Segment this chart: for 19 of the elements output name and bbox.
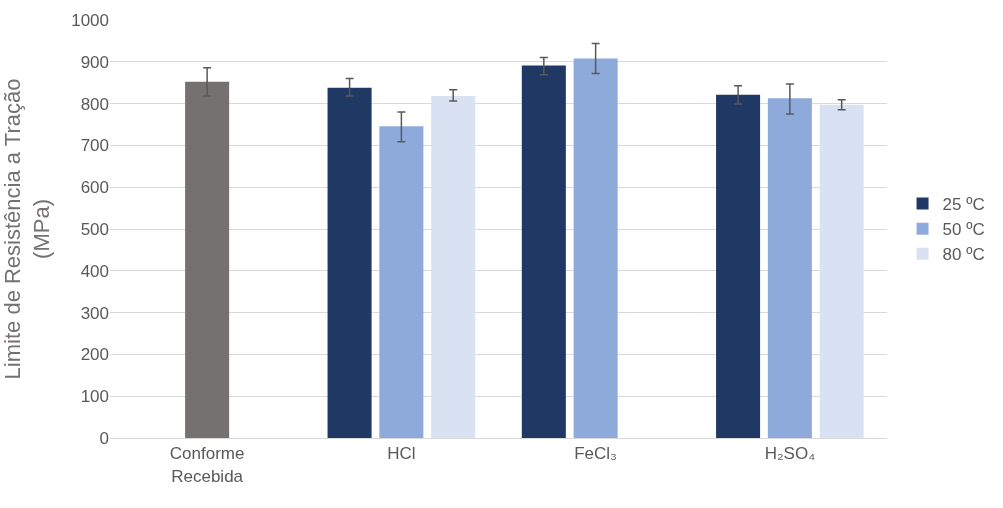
y-tick-label: 400	[80, 261, 109, 281]
y-tick-label: 600	[80, 178, 109, 198]
y-tick-label: 1000	[71, 10, 109, 30]
x-tick-label: Conforme Recebida	[169, 444, 245, 486]
y-tick-label: 700	[80, 136, 109, 156]
legend-label: 25 ºC	[942, 195, 985, 215]
y-axis-title: Limite de Resistência a Tração (MPa)	[0, 78, 54, 380]
y-tick-label: 300	[80, 303, 109, 323]
y-tick-label: 0	[99, 428, 109, 448]
y-tick-label: 200	[80, 345, 109, 365]
y-tick-label: 100	[80, 387, 109, 407]
y-tick-label: 500	[80, 219, 109, 239]
legend-label: 80 ºC	[942, 245, 985, 265]
y-tick-label: 800	[80, 94, 109, 114]
y-tick-label: 900	[80, 52, 109, 72]
x-tick-label: H₂SO₄	[764, 444, 816, 464]
x-tick-label: HCl	[387, 444, 416, 464]
legend-label: 50 ºC	[942, 220, 985, 240]
x-tick-label: FeCl₃	[574, 444, 618, 464]
